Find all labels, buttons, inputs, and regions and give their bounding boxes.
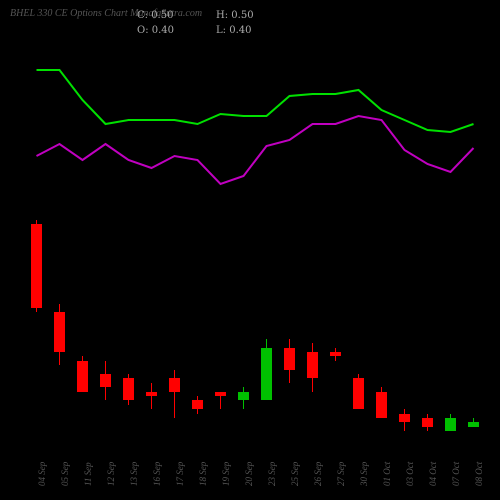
candle-body: [468, 422, 480, 426]
candle-body: [445, 418, 457, 431]
candle-body: [215, 392, 227, 396]
candle-body: [261, 348, 273, 401]
chart-stage: BHEL 330 CE Options Chart MunafaSutra.co…: [0, 0, 500, 500]
candle-body: [123, 378, 135, 400]
candle-body: [284, 348, 296, 370]
ohlc-high: H: 0.50: [216, 10, 294, 23]
candle-body: [192, 400, 204, 409]
plot-area: 04 Sep05 Sep11 Sep12 Sep13 Sep16 Sep17 S…: [25, 40, 485, 440]
ohlc-close: C: 0.50: [137, 10, 214, 23]
candle-body: [353, 378, 365, 409]
candle-body: [330, 352, 342, 356]
ohlc-low: L: 0.40: [216, 25, 294, 38]
candle-body: [54, 312, 66, 352]
candle-body: [100, 374, 112, 387]
candle-body: [77, 361, 89, 392]
candle-body: [307, 352, 319, 378]
candle-body: [422, 418, 434, 427]
candle-body: [146, 392, 158, 396]
candle-body: [31, 224, 43, 308]
candle-body: [399, 414, 411, 423]
ohlc-open: O: 0.40: [137, 25, 214, 38]
overlay-lines: [25, 40, 485, 440]
candle-body: [169, 378, 181, 391]
candle-wick: [151, 383, 152, 409]
ohlc-readout: C: 0.50 H: 0.50 O: 0.40 L: 0.40: [135, 8, 296, 40]
candle-body: [238, 392, 250, 401]
candle-wick: [174, 370, 175, 418]
candle-body: [376, 392, 388, 418]
